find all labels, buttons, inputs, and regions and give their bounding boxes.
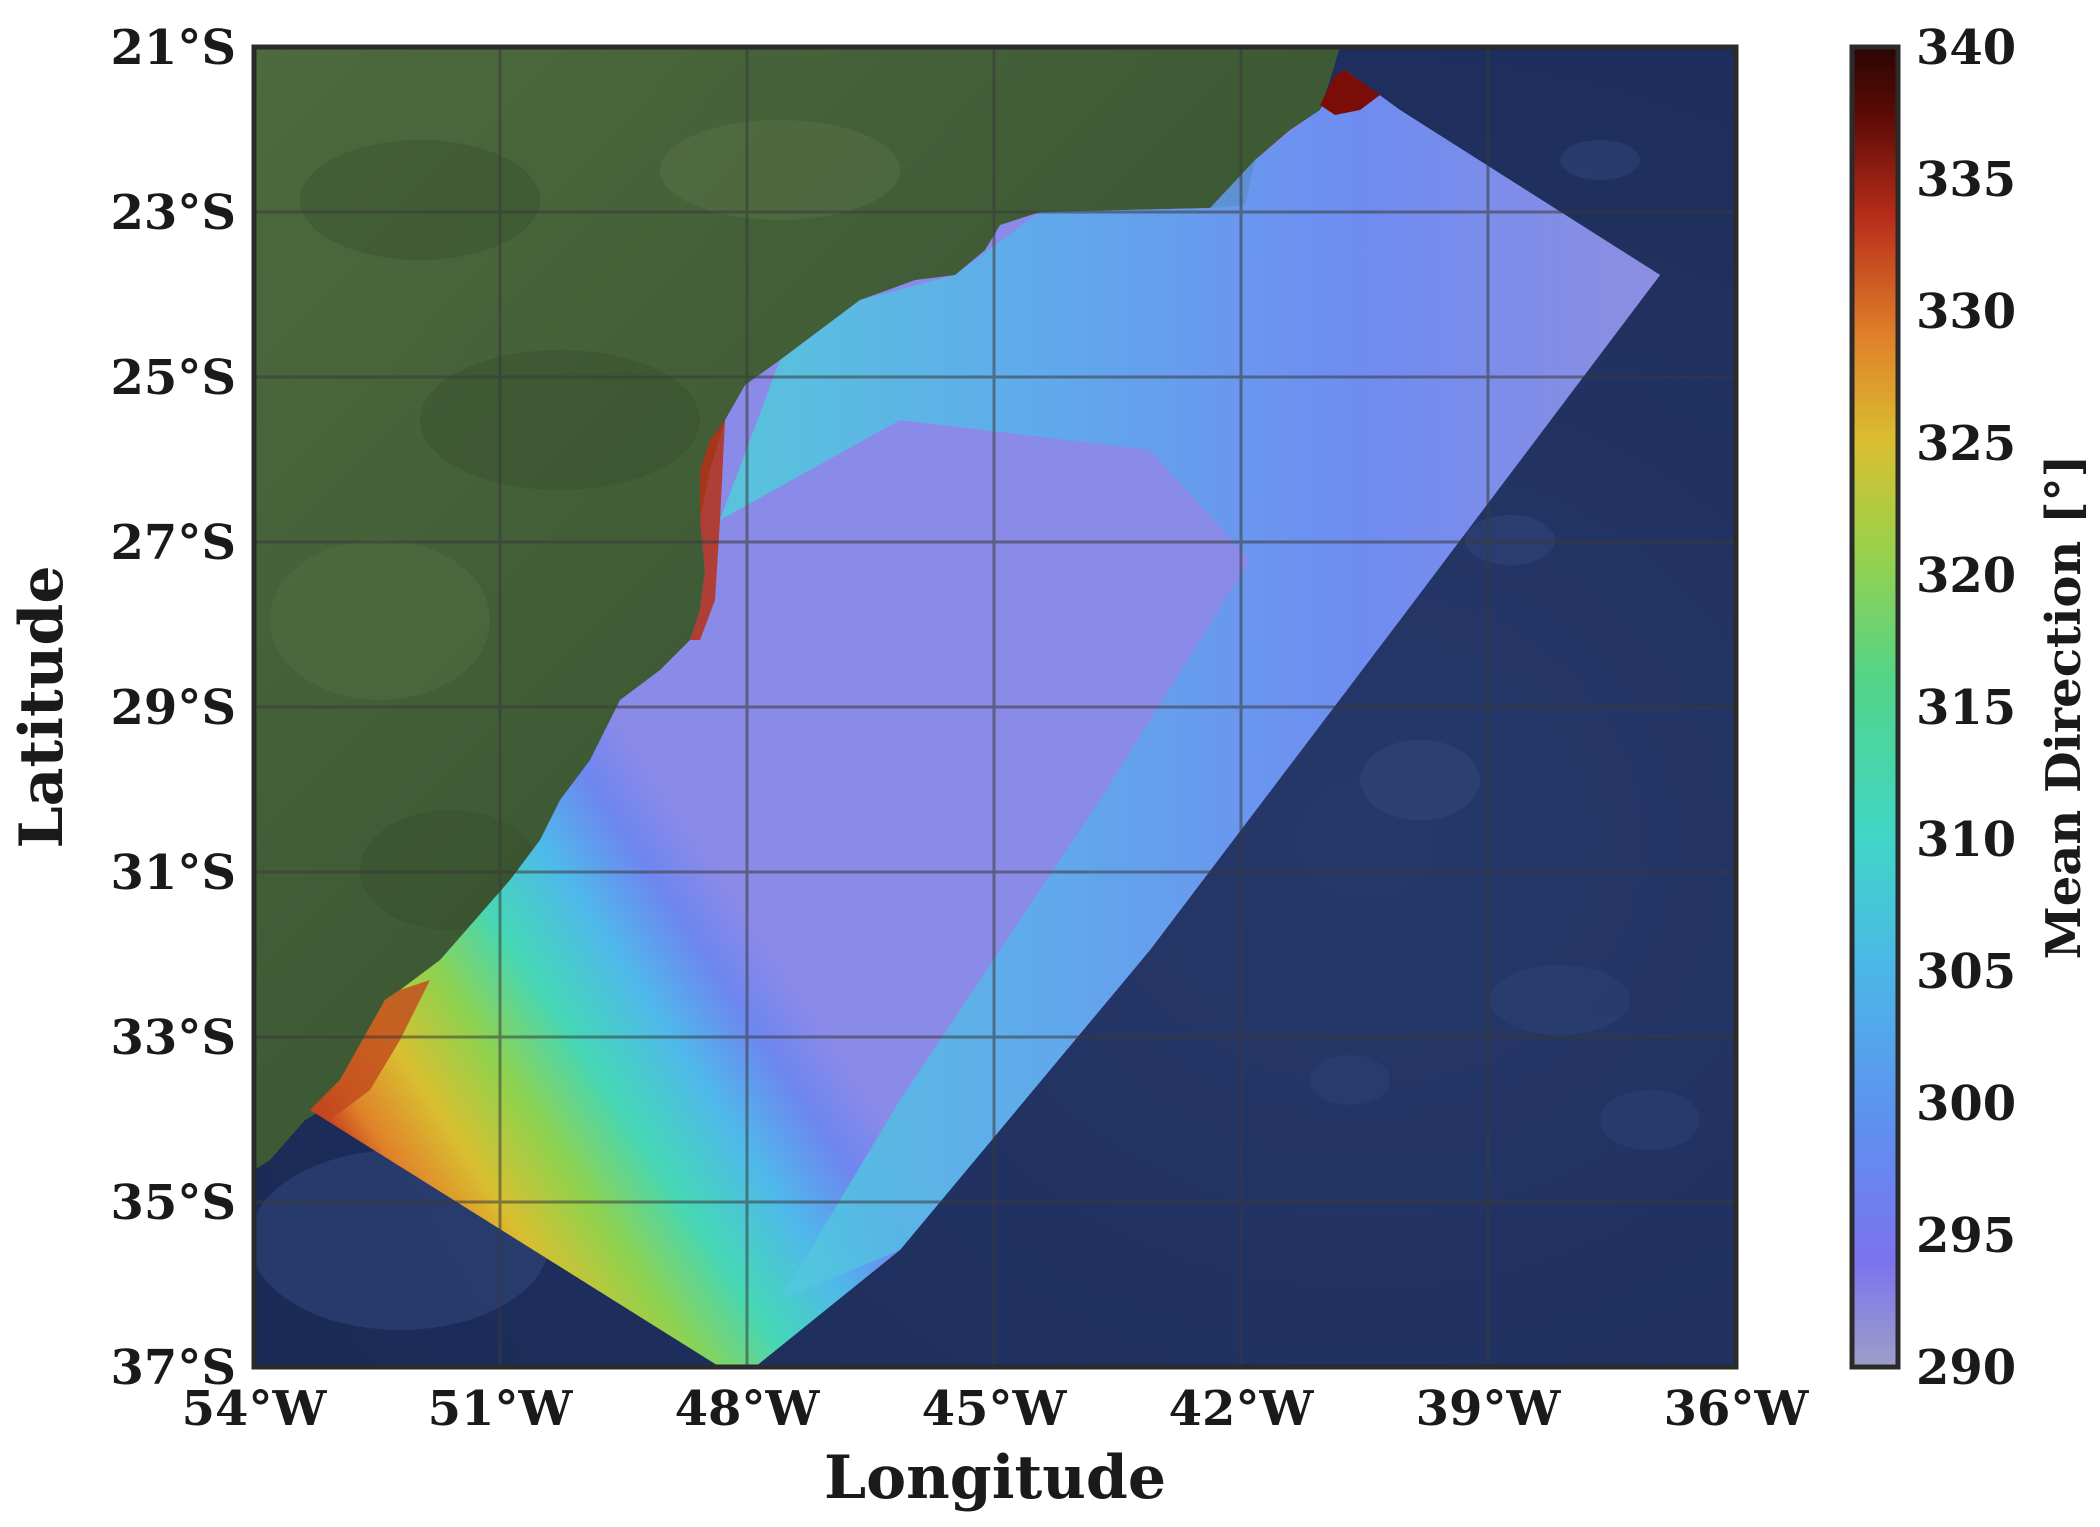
colorbar-label: Mean Direction [°] <box>2036 455 2092 960</box>
cb-tick-315: 315 <box>1916 680 2016 736</box>
cb-tick-320: 320 <box>1916 548 2016 604</box>
y-axis-label: Latitude <box>7 565 77 848</box>
mean-direction-coastal-high-north <box>1320 70 1380 115</box>
y-tick-29S: 29°S <box>111 680 236 736</box>
map-frame <box>251 44 1739 1370</box>
colorbar: 340 335 330 325 320 315 310 305 300 295 … <box>1849 20 2092 1396</box>
y-tick-27S: 27°S <box>111 515 236 571</box>
graticule <box>254 47 1736 1367</box>
colorbar-gradient <box>1849 44 1901 1370</box>
y-tick-37S: 37°S <box>111 1340 236 1396</box>
x-tick-54W: 54°W <box>182 1381 328 1437</box>
y-tick-25S: 25°S <box>111 350 236 406</box>
x-tick-51W: 51°W <box>428 1381 574 1437</box>
map-plot <box>254 47 1736 1367</box>
cb-tick-290: 290 <box>1916 1340 2016 1396</box>
cb-tick-330: 330 <box>1916 284 2016 340</box>
y-tick-31S: 31°S <box>111 845 236 901</box>
cb-tick-335: 335 <box>1916 152 2016 208</box>
y-tick-21S: 21°S <box>111 20 236 76</box>
y-tick-33S: 33°S <box>111 1010 236 1066</box>
x-tick-39W: 39°W <box>1416 1381 1562 1437</box>
x-tick-labels: 54°W 51°W 48°W 45°W 42°W 39°W 36°W <box>182 1381 1810 1437</box>
cb-tick-305: 305 <box>1916 944 2016 1000</box>
mean-direction-coastal-high-south <box>310 980 430 1120</box>
cb-tick-300: 300 <box>1916 1076 2016 1132</box>
x-tick-48W: 48°W <box>675 1381 821 1437</box>
y-tick-35S: 35°S <box>111 1175 236 1231</box>
y-tick-23S: 23°S <box>111 185 236 241</box>
y-tick-labels: 21°S 23°S 25°S 27°S 29°S 31°S 33°S 35°S … <box>111 20 236 1396</box>
x-tick-42W: 42°W <box>1169 1381 1315 1437</box>
cb-tick-325: 325 <box>1916 416 2016 472</box>
x-tick-45W: 45°W <box>922 1381 1068 1437</box>
x-axis-label: Longitude <box>824 1443 1166 1513</box>
colorbar-tick-labels: 340 335 330 325 320 315 310 305 300 295 … <box>1916 20 2016 1396</box>
cb-tick-340: 340 <box>1916 20 2016 76</box>
mean-direction-coastal-high <box>690 420 725 640</box>
x-tick-36W: 36°W <box>1664 1381 1810 1437</box>
land-basemap <box>254 47 1340 1170</box>
cb-tick-295: 295 <box>1916 1208 2016 1264</box>
cb-tick-310: 310 <box>1916 812 2016 868</box>
